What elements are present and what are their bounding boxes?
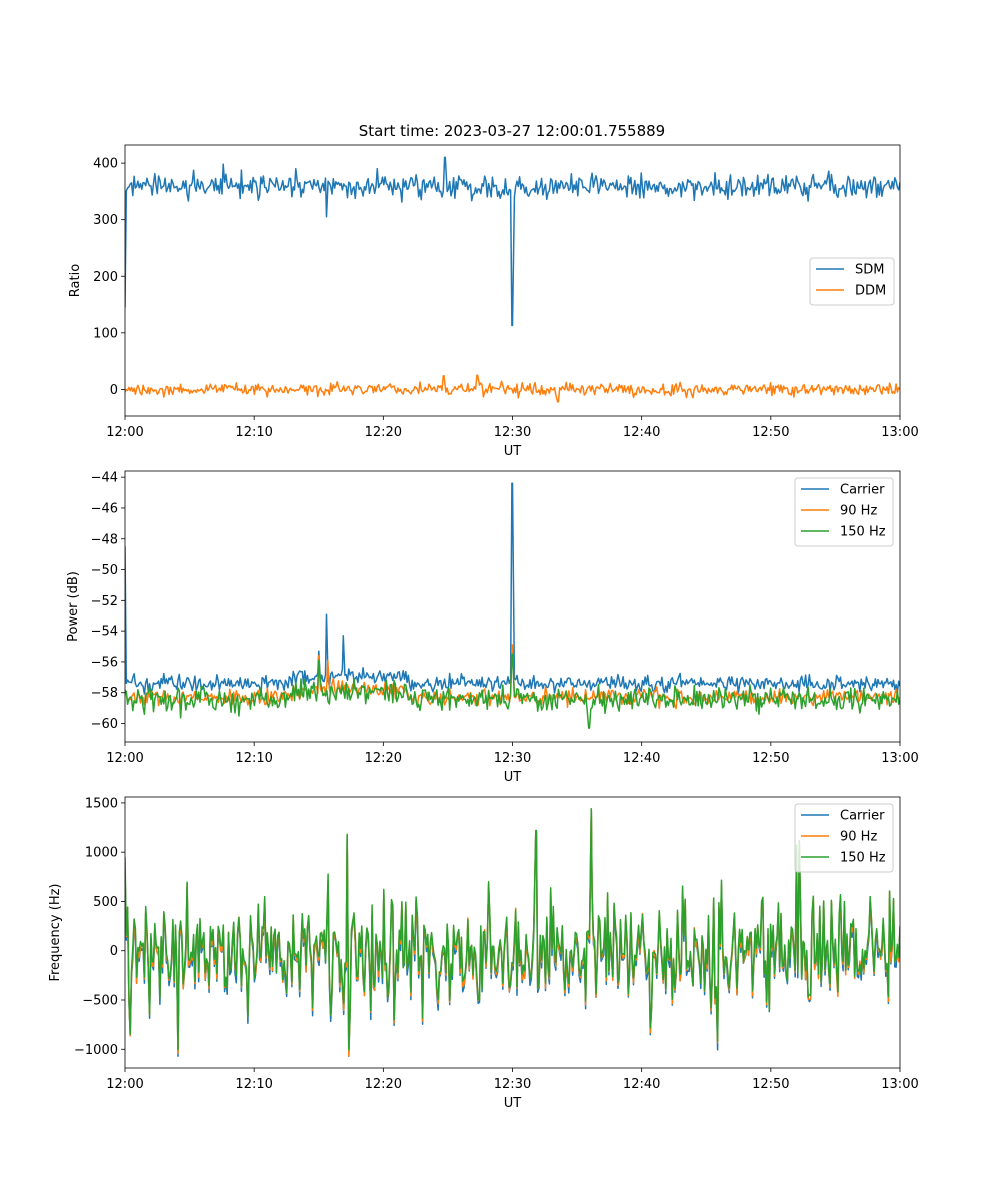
y-tick-label: −46 <box>91 501 118 516</box>
x-tick-label: 13:00 <box>881 1077 918 1092</box>
legend-label: 150 Hz <box>840 851 886 866</box>
y-tick-label: −1000 <box>74 1043 118 1058</box>
y-tick-label: −44 <box>91 471 118 486</box>
x-tick-label: 12:50 <box>752 425 789 440</box>
series-line-90-hz <box>125 644 900 710</box>
x-tick-label: 12:40 <box>623 751 660 766</box>
series-line-ddm <box>125 374 900 403</box>
x-tick-label: 12:30 <box>494 1077 531 1092</box>
x-tick-label: 12:40 <box>623 425 660 440</box>
x-tick-label: 12:00 <box>106 425 143 440</box>
y-axis-label: Ratio <box>68 264 83 297</box>
y-tick-label: −56 <box>91 655 118 670</box>
y-tick-label: 200 <box>93 270 118 285</box>
x-tick-label: 13:00 <box>881 425 918 440</box>
series-lines <box>125 156 900 403</box>
y-tick-label: −60 <box>91 717 118 732</box>
frequency-panel: 12:00 12:10 12:20 12:30 12:40 12:50 13:00 UT −10… <box>48 796 919 1111</box>
series-line-carrier <box>125 482 900 696</box>
legend-label: 90 Hz <box>840 830 877 845</box>
y-tick-label: −54 <box>91 625 118 640</box>
y-tick-label: 400 <box>93 157 118 172</box>
x-tick-label: 12:00 <box>106 751 143 766</box>
x-axis-label: UT <box>504 770 522 785</box>
series-line-90-hz <box>125 809 900 1057</box>
legend-label: Carrier <box>840 809 885 824</box>
series-line-150-hz <box>125 808 900 1051</box>
y-tick-label: −500 <box>82 994 118 1009</box>
x-tick-label: 12:10 <box>235 1077 272 1092</box>
x-tick-label: 12:40 <box>623 1077 660 1092</box>
y-tick-label: 100 <box>93 326 118 341</box>
x-tick-label: 12:50 <box>752 1077 789 1092</box>
axes-frame <box>124 796 901 1069</box>
x-tick-label: 12:50 <box>752 751 789 766</box>
x-tick-label: 12:20 <box>365 751 402 766</box>
series-line-150-hz <box>125 653 900 729</box>
legend-label: DDM <box>855 284 886 299</box>
y-tick-label: 1500 <box>85 796 118 811</box>
legend: Carrier 90 Hz 150 Hz <box>794 803 894 873</box>
legend: SDM DDM <box>809 257 895 306</box>
y-axis-label: Power (dB) <box>66 571 81 642</box>
y-tick-label: 300 <box>93 213 118 228</box>
ratio-panel: 12:00 12:10 12:20 12:30 12:40 12:50 13:00 UT 0 10… <box>68 144 919 459</box>
series-lines <box>125 482 900 729</box>
series-line-carrier <box>125 810 900 1058</box>
x-tick-label: 12:20 <box>365 425 402 440</box>
y-tick-label: −52 <box>91 594 118 609</box>
x-axis-label: UT <box>504 1096 522 1111</box>
legend-label: 90 Hz <box>840 504 877 519</box>
x-tick-label: 12:20 <box>365 1077 402 1092</box>
y-tick-label: −58 <box>91 686 118 701</box>
legend-box <box>794 477 894 547</box>
y-tick-label: 1000 <box>85 846 118 861</box>
legend: Carrier 90 Hz 150 Hz <box>794 477 894 547</box>
legend-label: Carrier <box>840 483 885 498</box>
y-axis-label: Frequency (Hz) <box>48 883 63 981</box>
y-tick-label: 0 <box>110 383 118 398</box>
y-tick-label: −50 <box>91 563 118 578</box>
x-tick-label: 12:10 <box>235 751 272 766</box>
y-tick-label: 500 <box>93 895 118 910</box>
x-axis-label: UT <box>504 444 522 459</box>
x-tick-label: 13:00 <box>881 751 918 766</box>
legend-box <box>794 803 894 873</box>
y-tick-label: −48 <box>91 532 118 547</box>
legend-label: 150 Hz <box>840 525 886 540</box>
power-panel: 12:00 12:10 12:20 12:30 12:40 12:50 13:00 UT −60… <box>66 470 919 785</box>
x-tick-label: 12:30 <box>494 751 531 766</box>
y-tick-label: 0 <box>110 944 118 959</box>
x-tick-label: 12:30 <box>494 425 531 440</box>
x-tick-label: 12:10 <box>235 425 272 440</box>
x-tick-label: 12:00 <box>106 1077 143 1092</box>
figure-title: Start time: 2023-03-27 12:00:01.755889 <box>359 122 665 140</box>
series-line-sdm <box>125 156 900 327</box>
series-lines <box>125 808 900 1058</box>
legend-label: SDM <box>855 263 884 278</box>
